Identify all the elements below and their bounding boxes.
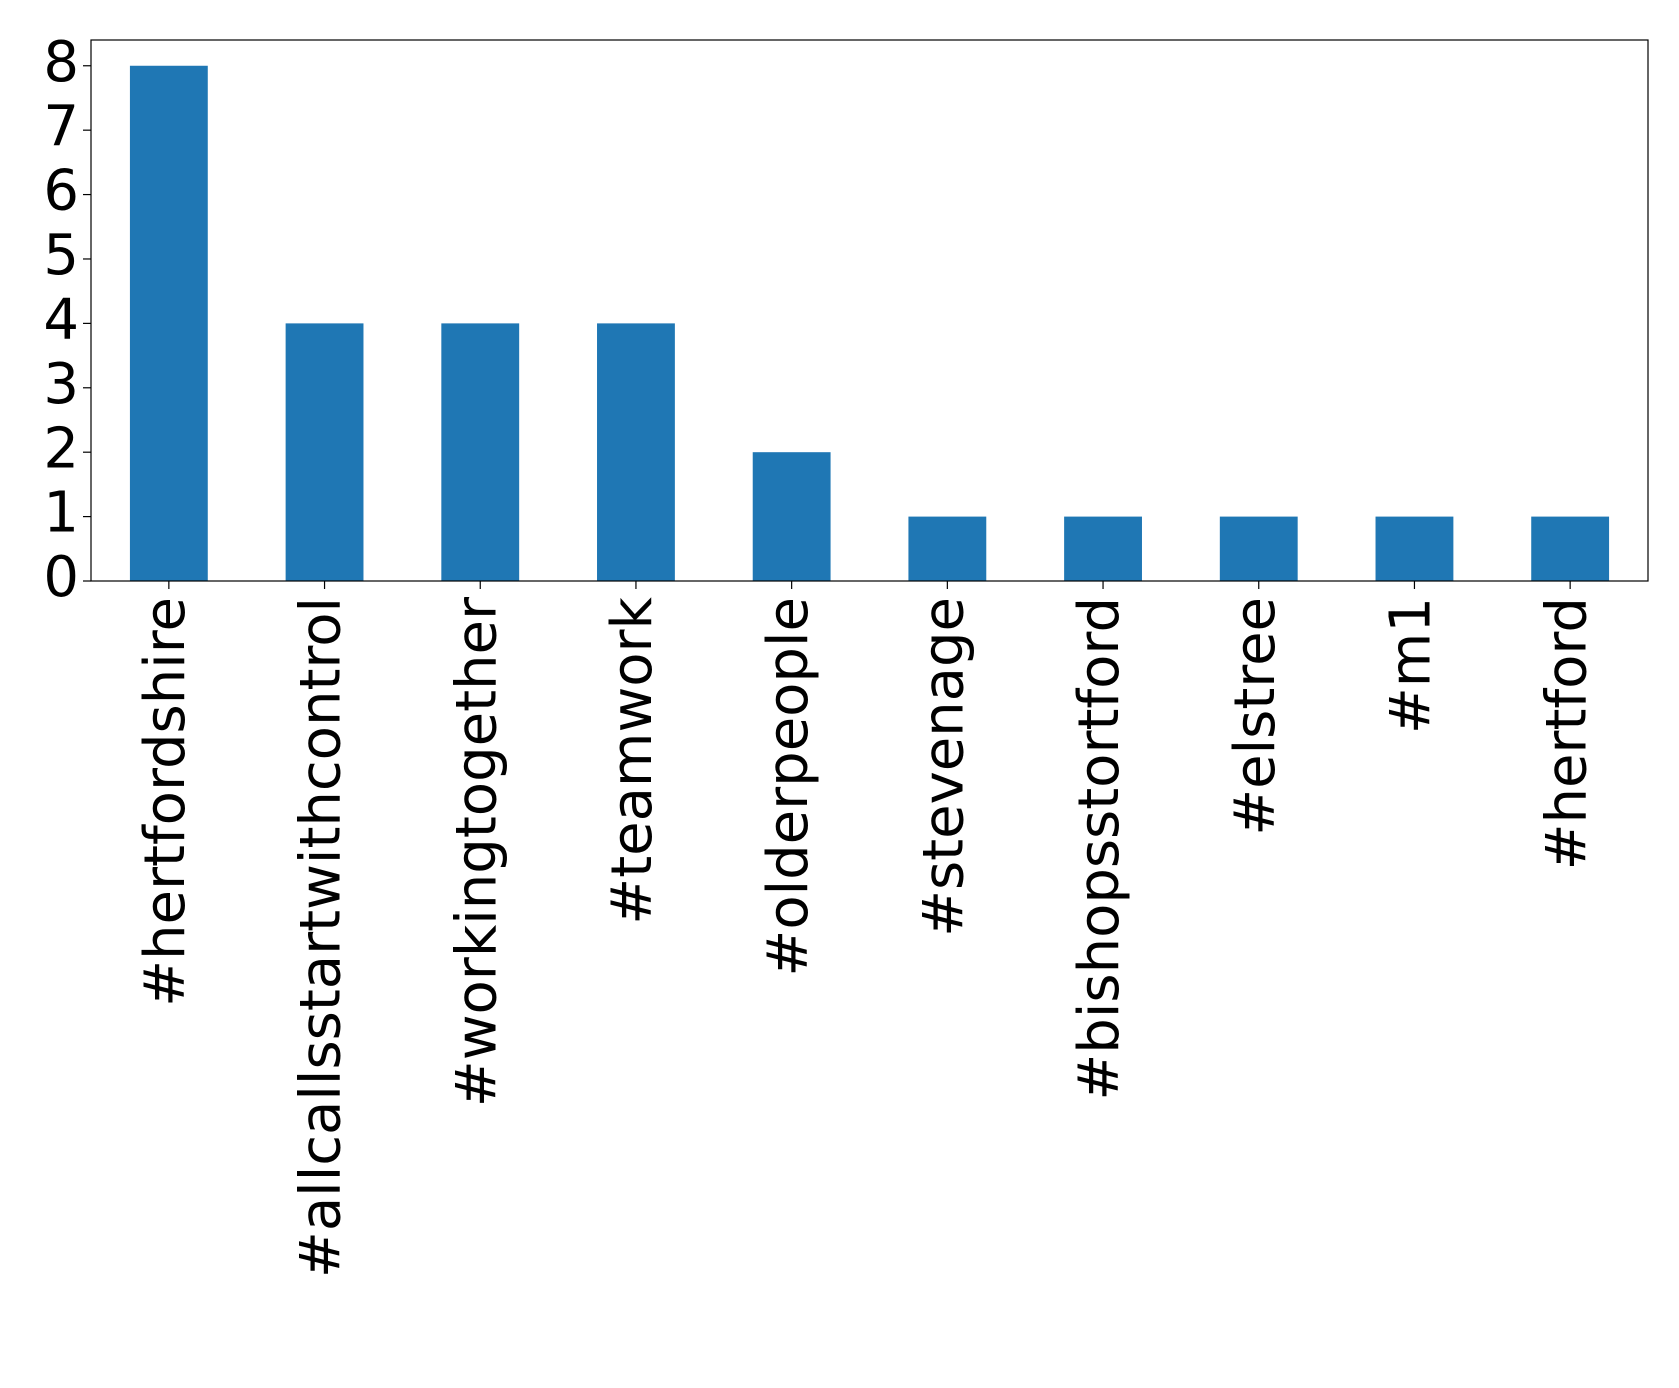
- bar: [597, 323, 675, 581]
- bar: [1219, 516, 1298, 581]
- bar: [285, 323, 364, 581]
- y-tick-label: 8: [43, 30, 79, 95]
- y-tick-label: 7: [43, 94, 79, 159]
- x-tick-label: #m1: [1379, 597, 1444, 734]
- bar: [908, 516, 987, 581]
- y-tick-label: 1: [43, 481, 79, 546]
- y-tick-label: 5: [43, 223, 79, 288]
- x-tick-label: #teamwork: [600, 596, 665, 924]
- x-tick-label: #olderpeople: [756, 597, 821, 977]
- bar: [1531, 516, 1610, 581]
- x-tick-label: #bishopsstortford: [1067, 597, 1132, 1101]
- x-tick-label: #hertfordshire: [133, 597, 198, 1007]
- x-tick-label: #elstree: [1223, 597, 1288, 836]
- x-tick-label: #workingtogether: [444, 596, 509, 1107]
- y-tick-label: 0: [43, 545, 79, 610]
- x-tick-label: #allcallsstartwithcontrol: [289, 597, 354, 1278]
- bar: [1064, 516, 1142, 581]
- bar: [752, 452, 831, 581]
- plot-frame: [90, 39, 1649, 582]
- x-tick-label: #hertford: [1534, 597, 1599, 870]
- y-tick-label: 6: [43, 159, 79, 224]
- bar: [1375, 516, 1454, 581]
- y-tick-label: 3: [43, 352, 79, 417]
- bar: [129, 65, 208, 581]
- y-tick-label: 4: [43, 288, 79, 353]
- x-tick-label: #stevenage: [911, 597, 976, 937]
- y-tick-label: 2: [43, 416, 79, 481]
- bar: [441, 323, 520, 581]
